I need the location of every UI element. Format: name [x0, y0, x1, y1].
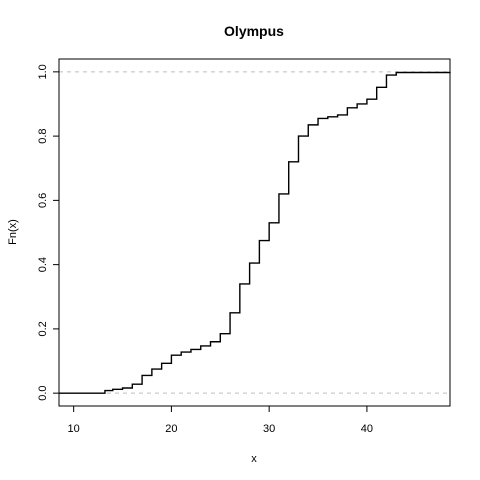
- chart-title: Olympus: [224, 23, 284, 39]
- y-axis: 0.0 0.2 0.4 0.6 0.8 1.0: [37, 64, 59, 401]
- y-tick-label: 0.8: [37, 128, 49, 143]
- plot-frame: [58, 58, 451, 407]
- y-tick-label: 0.6: [37, 193, 49, 208]
- y-tick-label: 0.2: [37, 321, 49, 336]
- x-tick-label: 30: [263, 423, 275, 435]
- x-tick-label: 40: [361, 423, 373, 435]
- y-tick-label: 0.0: [37, 385, 49, 400]
- y-tick-label: 0.4: [37, 257, 49, 272]
- series-layer: [59, 71, 451, 394]
- x-axis-label: x: [251, 453, 257, 465]
- x-tick-label: 10: [68, 423, 80, 435]
- reference-lines: [59, 71, 450, 394]
- ecdf-step-line: [59, 71, 451, 394]
- x-tick-label: 20: [165, 423, 177, 435]
- y-axis-label: Fn(x): [7, 219, 19, 245]
- y-tick-label: 1.0: [37, 64, 49, 79]
- x-axis: 10 20 30 40: [68, 406, 373, 435]
